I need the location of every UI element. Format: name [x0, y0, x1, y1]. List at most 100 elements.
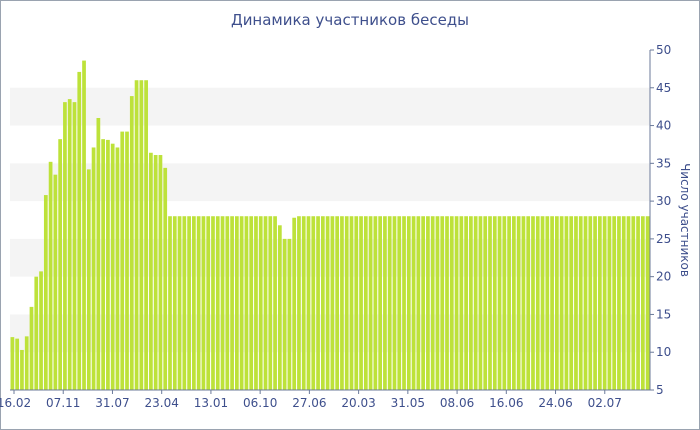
bar: [583, 216, 588, 390]
bar: [392, 216, 397, 390]
bar: [383, 216, 387, 390]
bar: [115, 147, 120, 390]
bar: [325, 216, 330, 390]
bar: [206, 216, 211, 390]
bar: [636, 216, 640, 390]
bar: [268, 216, 273, 390]
bar: [297, 216, 301, 390]
bar: [354, 216, 359, 390]
bar: [168, 216, 172, 390]
bar: [483, 216, 488, 390]
bar: [411, 216, 416, 390]
bar: [612, 216, 617, 390]
bar: [15, 338, 20, 390]
chart-title: Динамика участников беседы: [230, 11, 470, 29]
bar: [335, 216, 340, 390]
bar: [110, 143, 115, 390]
bar: [311, 216, 316, 390]
bar: [626, 216, 631, 390]
bar: [540, 216, 545, 390]
bar: [43, 195, 48, 390]
bar: [435, 216, 440, 390]
y-tick-label: 20: [656, 270, 671, 284]
bar: [215, 216, 220, 390]
bar: [387, 216, 392, 390]
bar: [597, 216, 602, 390]
bar: [497, 216, 502, 390]
bar: [545, 216, 550, 390]
bar: [330, 216, 335, 390]
grid-band: [10, 163, 650, 202]
bar: [63, 102, 67, 390]
bar: [192, 216, 196, 390]
bar: [426, 216, 430, 390]
x-tick-label: 16.06: [489, 396, 523, 410]
bar: [564, 216, 569, 390]
bar: [10, 337, 15, 390]
bar: [225, 216, 230, 390]
bar: [516, 216, 521, 390]
bar: [306, 216, 311, 390]
bar: [163, 167, 168, 390]
bar: [292, 217, 297, 390]
y-tick-label: 40: [656, 119, 671, 133]
bar: [473, 216, 478, 390]
bar: [569, 216, 574, 390]
x-tick-label: 08.06: [440, 396, 474, 410]
bar: [29, 306, 34, 390]
bar: [454, 216, 459, 390]
x-tick-label: 13.01: [194, 396, 228, 410]
x-tick-label: 02.07: [588, 396, 622, 410]
y-tick-label: 5: [656, 383, 664, 397]
bar: [535, 216, 540, 390]
bar: [58, 139, 63, 390]
bar: [91, 147, 96, 390]
bar: [139, 80, 144, 390]
y-tick-label: 10: [656, 345, 671, 359]
bar: [602, 216, 607, 390]
bar: [144, 80, 148, 390]
bar: [172, 216, 177, 390]
bar: [211, 216, 215, 390]
bar: [531, 216, 535, 390]
bar: [282, 238, 287, 390]
bar: [349, 216, 354, 390]
bar: [34, 276, 39, 390]
bar: [249, 216, 254, 390]
bar: [48, 161, 53, 390]
bar: [359, 216, 363, 390]
bar: [235, 216, 239, 390]
y-axis-ticks: 5 10 15 20 25 30 35 40 45 50: [650, 43, 671, 397]
bar: [593, 216, 597, 390]
bar: [101, 139, 105, 390]
bar: [39, 271, 43, 390]
bar: [220, 216, 225, 390]
x-tick-label: 06.10: [243, 396, 277, 410]
bar: [459, 216, 464, 390]
bar: [196, 216, 201, 390]
bar: [421, 216, 425, 390]
y-tick-label: 50: [656, 43, 671, 57]
bar: [344, 216, 349, 390]
bar: [82, 60, 86, 390]
x-tick-label: 16.02: [0, 396, 31, 410]
bar: [507, 216, 511, 390]
bar: [607, 216, 612, 390]
x-tick-label: 31.05: [391, 396, 425, 410]
x-tick-label: 27.06: [292, 396, 326, 410]
bar: [464, 216, 468, 390]
x-tick-label: 20.03: [341, 396, 375, 410]
bar: [402, 216, 406, 390]
bar: [149, 152, 153, 390]
bar: [559, 216, 564, 390]
bar: [526, 216, 531, 390]
bar: [86, 169, 91, 390]
bar: [588, 216, 593, 390]
bar: [631, 216, 636, 390]
bar: [96, 118, 101, 390]
bar: [555, 216, 559, 390]
bar: [177, 216, 182, 390]
y-tick-label: 35: [656, 156, 671, 170]
bar: [469, 216, 473, 390]
